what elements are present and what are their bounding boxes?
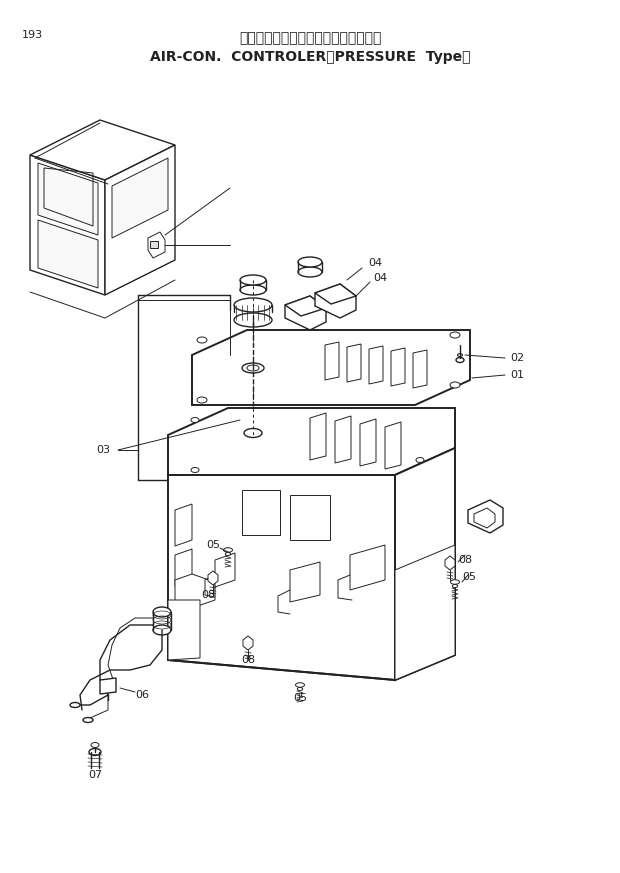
Ellipse shape <box>153 607 171 617</box>
Text: 05: 05 <box>293 693 307 703</box>
Bar <box>150 241 158 248</box>
Text: AIR-CON.  CONTROLER〈PRESSURE  Type〉: AIR-CON. CONTROLER〈PRESSURE Type〉 <box>150 50 470 64</box>
Polygon shape <box>105 145 175 295</box>
Text: 08: 08 <box>201 590 215 600</box>
Polygon shape <box>30 155 105 295</box>
Text: エアコンコントローラ〈外気導入式〉: エアコンコントローラ〈外気導入式〉 <box>239 31 381 45</box>
Ellipse shape <box>298 267 322 277</box>
Text: 06: 06 <box>135 690 149 700</box>
Text: 02: 02 <box>510 353 524 363</box>
Polygon shape <box>112 158 168 238</box>
Ellipse shape <box>191 468 199 472</box>
Ellipse shape <box>244 429 262 437</box>
Polygon shape <box>369 346 383 384</box>
Polygon shape <box>38 163 98 235</box>
Text: 05: 05 <box>462 572 476 582</box>
Ellipse shape <box>234 313 272 327</box>
Polygon shape <box>395 448 455 680</box>
Polygon shape <box>335 416 351 463</box>
Ellipse shape <box>153 625 171 635</box>
Ellipse shape <box>245 411 261 419</box>
Polygon shape <box>315 284 356 304</box>
Polygon shape <box>360 419 376 466</box>
Polygon shape <box>175 549 192 586</box>
Ellipse shape <box>247 365 259 371</box>
Polygon shape <box>168 475 395 680</box>
Polygon shape <box>285 296 326 330</box>
Ellipse shape <box>242 363 264 373</box>
Polygon shape <box>30 120 175 180</box>
Ellipse shape <box>83 718 93 723</box>
Polygon shape <box>413 350 427 388</box>
Polygon shape <box>290 562 320 602</box>
Polygon shape <box>325 342 339 380</box>
Polygon shape <box>148 232 165 258</box>
Polygon shape <box>468 500 503 533</box>
Polygon shape <box>474 508 495 528</box>
Ellipse shape <box>197 337 207 343</box>
Ellipse shape <box>451 580 459 584</box>
Ellipse shape <box>458 354 463 356</box>
Polygon shape <box>208 571 218 585</box>
Text: 05: 05 <box>206 540 220 550</box>
Polygon shape <box>347 344 361 382</box>
Ellipse shape <box>298 687 303 691</box>
Polygon shape <box>310 413 326 460</box>
Polygon shape <box>385 422 401 469</box>
Polygon shape <box>175 504 192 546</box>
Polygon shape <box>215 553 235 587</box>
Polygon shape <box>192 330 470 405</box>
Ellipse shape <box>234 298 272 312</box>
Polygon shape <box>350 545 385 590</box>
Ellipse shape <box>197 397 207 403</box>
Ellipse shape <box>239 408 267 422</box>
Ellipse shape <box>91 743 99 747</box>
Text: 08: 08 <box>458 555 472 565</box>
Ellipse shape <box>225 553 231 555</box>
Text: 01: 01 <box>510 370 524 380</box>
Ellipse shape <box>70 703 80 707</box>
Polygon shape <box>38 220 98 288</box>
Ellipse shape <box>240 275 266 285</box>
Polygon shape <box>391 348 405 386</box>
Text: 04: 04 <box>373 273 387 283</box>
Ellipse shape <box>191 417 199 423</box>
Ellipse shape <box>223 547 232 553</box>
Ellipse shape <box>89 748 101 755</box>
Ellipse shape <box>450 332 460 338</box>
Text: 193: 193 <box>22 30 43 40</box>
Ellipse shape <box>296 683 304 687</box>
Text: 04: 04 <box>368 258 382 268</box>
Polygon shape <box>445 556 455 570</box>
Ellipse shape <box>298 257 322 267</box>
Text: 03: 03 <box>96 445 110 455</box>
Polygon shape <box>290 495 330 540</box>
Polygon shape <box>285 296 326 316</box>
Ellipse shape <box>456 358 464 362</box>
Polygon shape <box>315 284 356 318</box>
Polygon shape <box>100 678 116 694</box>
Ellipse shape <box>450 382 460 388</box>
Polygon shape <box>395 545 455 680</box>
Polygon shape <box>243 636 253 650</box>
Ellipse shape <box>453 584 458 588</box>
Polygon shape <box>242 490 280 535</box>
Polygon shape <box>168 600 200 660</box>
Ellipse shape <box>240 285 266 295</box>
Text: 08: 08 <box>241 655 255 665</box>
Ellipse shape <box>416 457 424 463</box>
Polygon shape <box>168 408 455 475</box>
Polygon shape <box>175 574 215 608</box>
Text: 07: 07 <box>88 770 102 780</box>
